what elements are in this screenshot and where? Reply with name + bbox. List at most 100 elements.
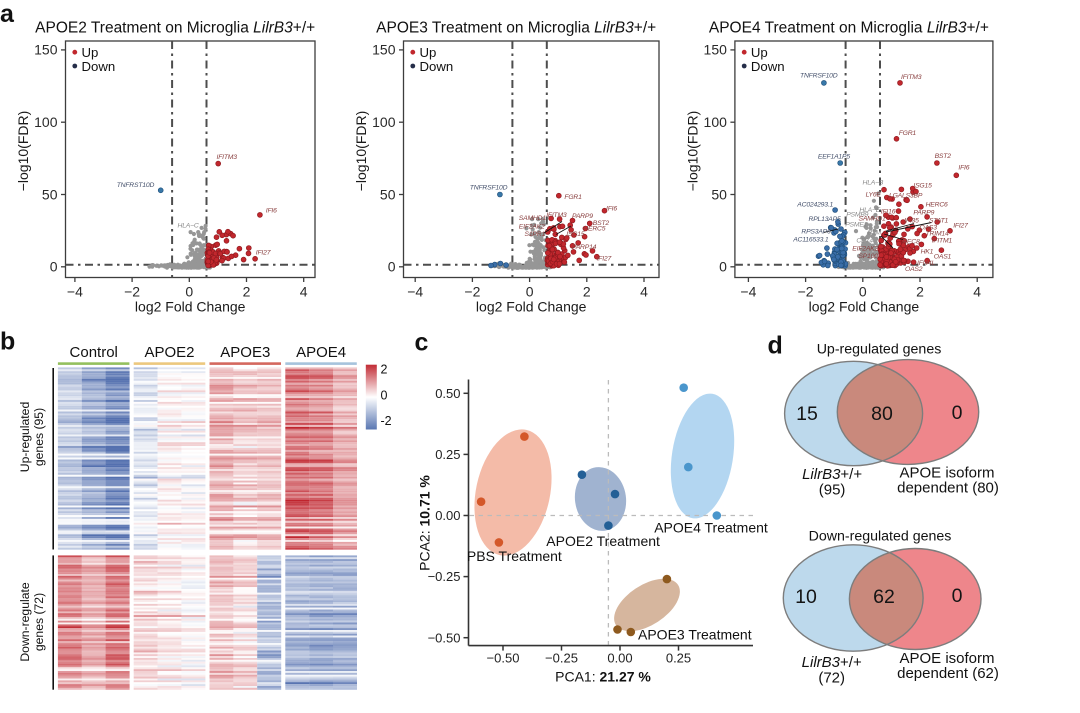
svg-text:AC116533.1: AC116533.1	[792, 237, 829, 244]
svg-text:APOE2: APOE2	[144, 344, 194, 361]
svg-text:Control: Control	[70, 344, 118, 361]
svg-text:2: 2	[381, 363, 388, 377]
svg-text:−2: −2	[464, 284, 480, 300]
svg-text:Down: Down	[751, 59, 785, 74]
svg-text:SAMHD1: SAMHD1	[859, 216, 887, 223]
svg-text:2: 2	[916, 284, 924, 300]
svg-text:0: 0	[859, 284, 867, 300]
svg-text:0.00: 0.00	[435, 508, 460, 523]
svg-text:100: 100	[704, 114, 728, 130]
svg-text:2: 2	[583, 284, 591, 300]
svg-text:S1PR1: S1PR1	[525, 231, 546, 238]
svg-text:PARP9: PARP9	[572, 213, 593, 220]
svg-text:0.25: 0.25	[435, 447, 460, 462]
svg-text:PARP14: PARP14	[572, 244, 597, 251]
svg-text:RPS3AP6: RPS3AP6	[801, 229, 831, 236]
svg-text:SP100: SP100	[858, 253, 878, 260]
svg-text:CD74: CD74	[856, 238, 873, 245]
svg-text:BST2: BST2	[593, 220, 610, 227]
svg-text:STAT1: STAT1	[929, 218, 949, 225]
svg-text:Down-regulated genes: Down-regulated genes	[809, 529, 952, 545]
svg-text:15: 15	[796, 403, 818, 425]
svg-text:IFI35: IFI35	[904, 218, 919, 225]
svg-text:IFI27: IFI27	[256, 250, 271, 257]
svg-text:−0.25: −0.25	[428, 569, 461, 584]
svg-text:−log10(FDR): −log10(FDR)	[353, 111, 369, 192]
svg-text:0.50: 0.50	[435, 386, 460, 401]
svg-text:b: b	[0, 328, 15, 356]
svg-text:IFITM3: IFITM3	[546, 212, 567, 219]
svg-text:FGR1: FGR1	[899, 130, 917, 137]
svg-text:APOE2 Treatment: APOE2 Treatment	[546, 533, 660, 549]
svg-text:TNFRSF10D: TNFRSF10D	[800, 73, 838, 80]
svg-text:LilrB3+/+: LilrB3+/+	[802, 654, 862, 671]
svg-text:−4: −4	[67, 284, 83, 300]
svg-text:Down: Down	[420, 59, 454, 74]
svg-text:(95): (95)	[819, 482, 846, 499]
svg-text:Up-regulated: Up-regulated	[18, 402, 32, 472]
svg-text:FGR1: FGR1	[564, 194, 582, 201]
svg-text:Down-regulate: Down-regulate	[18, 582, 32, 661]
svg-text:4: 4	[640, 284, 648, 300]
svg-text:ISG15: ISG15	[566, 231, 585, 238]
svg-text:APOE isoform: APOE isoform	[899, 650, 994, 667]
svg-text:−2: −2	[124, 284, 140, 300]
svg-text:Up: Up	[82, 45, 99, 60]
svg-text:150: 150	[34, 42, 58, 58]
svg-text:HLA−E: HLA−E	[859, 207, 880, 214]
svg-text:IFI6: IFI6	[266, 208, 277, 215]
svg-text:ISG15: ISG15	[913, 183, 932, 190]
svg-text:BST2: BST2	[935, 153, 952, 160]
svg-text:HERC5: HERC5	[583, 226, 605, 233]
svg-text:APOE3 Treatment on Microglia L: APOE3 Treatment on Microglia LilrB3+/+	[376, 19, 656, 36]
svg-text:B2M: B2M	[868, 230, 882, 237]
svg-text:0.00: 0.00	[607, 651, 632, 666]
svg-text:IFITM3: IFITM3	[901, 74, 922, 81]
svg-text:APOE2 Treatment on Microglia L: APOE2 Treatment on Microglia LilrB3+/+	[35, 19, 315, 36]
svg-text:genes (72): genes (72)	[32, 593, 46, 651]
svg-text:IFI27: IFI27	[597, 256, 612, 263]
svg-text:Down: Down	[82, 59, 116, 74]
svg-text:APOE isoform: APOE isoform	[899, 465, 994, 482]
svg-text:50: 50	[380, 186, 396, 202]
svg-text:−4: −4	[740, 284, 756, 300]
svg-text:100: 100	[372, 114, 396, 130]
svg-text:100: 100	[34, 114, 58, 130]
svg-text:APOE3: APOE3	[220, 344, 270, 361]
svg-text:LY6E: LY6E	[866, 192, 882, 199]
svg-text:−0.25: −0.25	[545, 651, 578, 666]
svg-text:OAS3: OAS3	[920, 225, 938, 232]
svg-text:HK1: HK1	[921, 249, 934, 256]
svg-text:80: 80	[871, 403, 893, 425]
svg-text:0: 0	[526, 284, 534, 300]
svg-text:−4: −4	[407, 284, 423, 300]
svg-text:PCA2: 10.71 %: PCA2: 10.71 %	[417, 475, 433, 571]
svg-text:a: a	[0, 0, 15, 28]
svg-text:150: 150	[704, 42, 728, 58]
svg-text:EEF1A1P5: EEF1A1P5	[818, 154, 850, 161]
svg-text:10: 10	[795, 586, 817, 608]
svg-text:IFI16: IFI16	[881, 209, 896, 216]
svg-text:HERC6: HERC6	[926, 202, 948, 209]
svg-text:TNFRST10D: TNFRST10D	[117, 182, 155, 189]
svg-text:REC8: REC8	[902, 239, 920, 246]
svg-text:EIF2AK2: EIF2AK2	[852, 246, 878, 253]
svg-text:0.25: 0.25	[666, 651, 691, 666]
svg-text:TRIM14: TRIM14	[926, 231, 949, 238]
svg-text:(72): (72)	[818, 670, 845, 687]
svg-text:EIF2AK2: EIF2AK2	[519, 224, 545, 231]
svg-text:APOE3 Treatment: APOE3 Treatment	[638, 627, 752, 643]
svg-text:-2: -2	[381, 414, 392, 428]
svg-text:c: c	[415, 329, 429, 357]
svg-text:APOE4 Treatment: APOE4 Treatment	[654, 520, 768, 536]
svg-text:d: d	[768, 332, 783, 360]
svg-text:log2 Fold Change: log2 Fold Change	[809, 299, 920, 315]
svg-text:LGALS3BP: LGALS3BP	[889, 193, 923, 200]
svg-text:HLA−B: HLA−B	[863, 180, 884, 187]
svg-text:−log10(FDR): −log10(FDR)	[15, 111, 31, 192]
svg-text:150: 150	[372, 42, 396, 58]
svg-text:50: 50	[711, 186, 727, 202]
svg-text:62: 62	[873, 586, 895, 608]
svg-text:log2 Fold Change: log2 Fold Change	[476, 299, 587, 315]
svg-text:PSMB9: PSMB9	[846, 212, 868, 219]
